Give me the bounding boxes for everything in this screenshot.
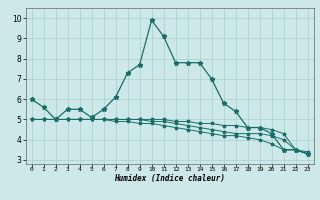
X-axis label: Humidex (Indice chaleur): Humidex (Indice chaleur) (114, 174, 225, 183)
